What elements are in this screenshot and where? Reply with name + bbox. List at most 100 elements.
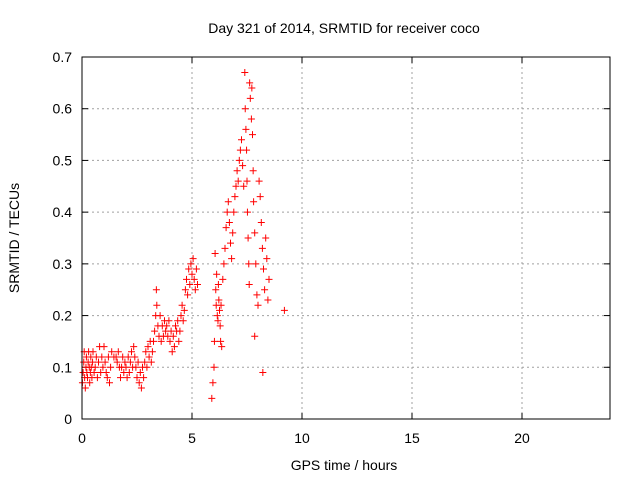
- data-point: [135, 379, 143, 387]
- data-point: [243, 146, 251, 154]
- data-point: [230, 208, 238, 216]
- data-point: [117, 374, 124, 382]
- data-point: [234, 177, 242, 185]
- data-point: [210, 363, 218, 371]
- data-point: [260, 265, 267, 273]
- data-point: [89, 358, 97, 366]
- data-point: [108, 348, 116, 356]
- data-point: [249, 131, 256, 139]
- data-point: [132, 363, 140, 371]
- data-point: [166, 337, 174, 345]
- data-point: [241, 105, 249, 113]
- data-point: [232, 182, 240, 190]
- data-point: [191, 286, 199, 294]
- data-point: [220, 260, 228, 268]
- data-point: [218, 343, 226, 351]
- data-point: [170, 343, 178, 351]
- data-point: [236, 146, 244, 154]
- data-point: [231, 193, 239, 201]
- data-point: [95, 358, 102, 366]
- data-point: [181, 286, 189, 294]
- data-point: [241, 69, 249, 77]
- data-point: [185, 265, 193, 273]
- chart-title: Day 321 of 2014, SRMTID for receiver coc…: [208, 20, 480, 36]
- data-point: [252, 260, 260, 268]
- data-point: [240, 182, 248, 190]
- data-point: [211, 250, 219, 258]
- data-point: [107, 363, 115, 371]
- data-point: [140, 374, 148, 382]
- data-point: [98, 353, 106, 361]
- data-point: [253, 291, 261, 299]
- y-tick-label: 0.2: [53, 308, 73, 324]
- data-point: [212, 286, 220, 294]
- data-point: [249, 167, 257, 175]
- data-point: [184, 291, 192, 299]
- x-tick-label: 10: [294, 430, 310, 446]
- data-point: [123, 374, 131, 382]
- data-point: [178, 301, 186, 309]
- data-point: [246, 94, 254, 102]
- x-tick-label: 15: [404, 430, 420, 446]
- data-point: [81, 384, 89, 392]
- data-point: [152, 286, 160, 294]
- data-point: [215, 296, 223, 304]
- data-point: [235, 156, 243, 164]
- data-point: [190, 275, 198, 283]
- data-point: [133, 374, 141, 382]
- data-point: [257, 218, 265, 226]
- data-point: [261, 286, 269, 294]
- data-point: [187, 260, 195, 268]
- data-point: [112, 353, 120, 361]
- data-point: [113, 358, 121, 366]
- data-point: [213, 312, 221, 320]
- data-point: [100, 343, 108, 351]
- data-point: [141, 358, 149, 366]
- data-point: [188, 270, 196, 278]
- data-point: [90, 368, 98, 376]
- data-point: [99, 363, 107, 371]
- data-point: [177, 312, 185, 320]
- data-point: [106, 379, 113, 387]
- data-point: [233, 167, 241, 175]
- data-point: [91, 363, 99, 371]
- data-point: [209, 379, 217, 387]
- data-point: [194, 281, 201, 289]
- data-point: [265, 275, 273, 283]
- data-point: [251, 332, 259, 340]
- data-point: [126, 358, 134, 366]
- data-point: [245, 281, 253, 289]
- data-point: [134, 358, 142, 366]
- data-point: [214, 317, 222, 325]
- data-point: [128, 348, 135, 356]
- data-point: [223, 208, 231, 216]
- data-point: [156, 312, 164, 320]
- data-point: [145, 353, 153, 361]
- y-tick-label: 0: [64, 411, 72, 427]
- data-point: [208, 394, 216, 402]
- data-point: [244, 234, 252, 242]
- data-point: [192, 265, 200, 273]
- x-tick-label: 5: [188, 430, 196, 446]
- data-point: [102, 368, 110, 376]
- data-point: [216, 322, 224, 330]
- data-point: [176, 327, 184, 335]
- data-point: [216, 306, 223, 314]
- data-point: [142, 348, 150, 356]
- data-point: [153, 301, 161, 309]
- data-point: [243, 177, 251, 185]
- data-point: [175, 337, 183, 345]
- data-point: [224, 198, 232, 206]
- y-tick-label: 0.5: [53, 152, 73, 168]
- y-tick-label: 0.4: [53, 204, 73, 220]
- plot-frame: [81, 56, 611, 420]
- data-point: [189, 255, 197, 263]
- data-point: [264, 296, 272, 304]
- y-tick-label: 0.1: [53, 359, 73, 375]
- data-point: [151, 327, 159, 335]
- data-point: [131, 353, 139, 361]
- data-point: [238, 136, 245, 144]
- data-point: [157, 337, 165, 345]
- data-point: [210, 337, 218, 345]
- data-point: [101, 358, 109, 366]
